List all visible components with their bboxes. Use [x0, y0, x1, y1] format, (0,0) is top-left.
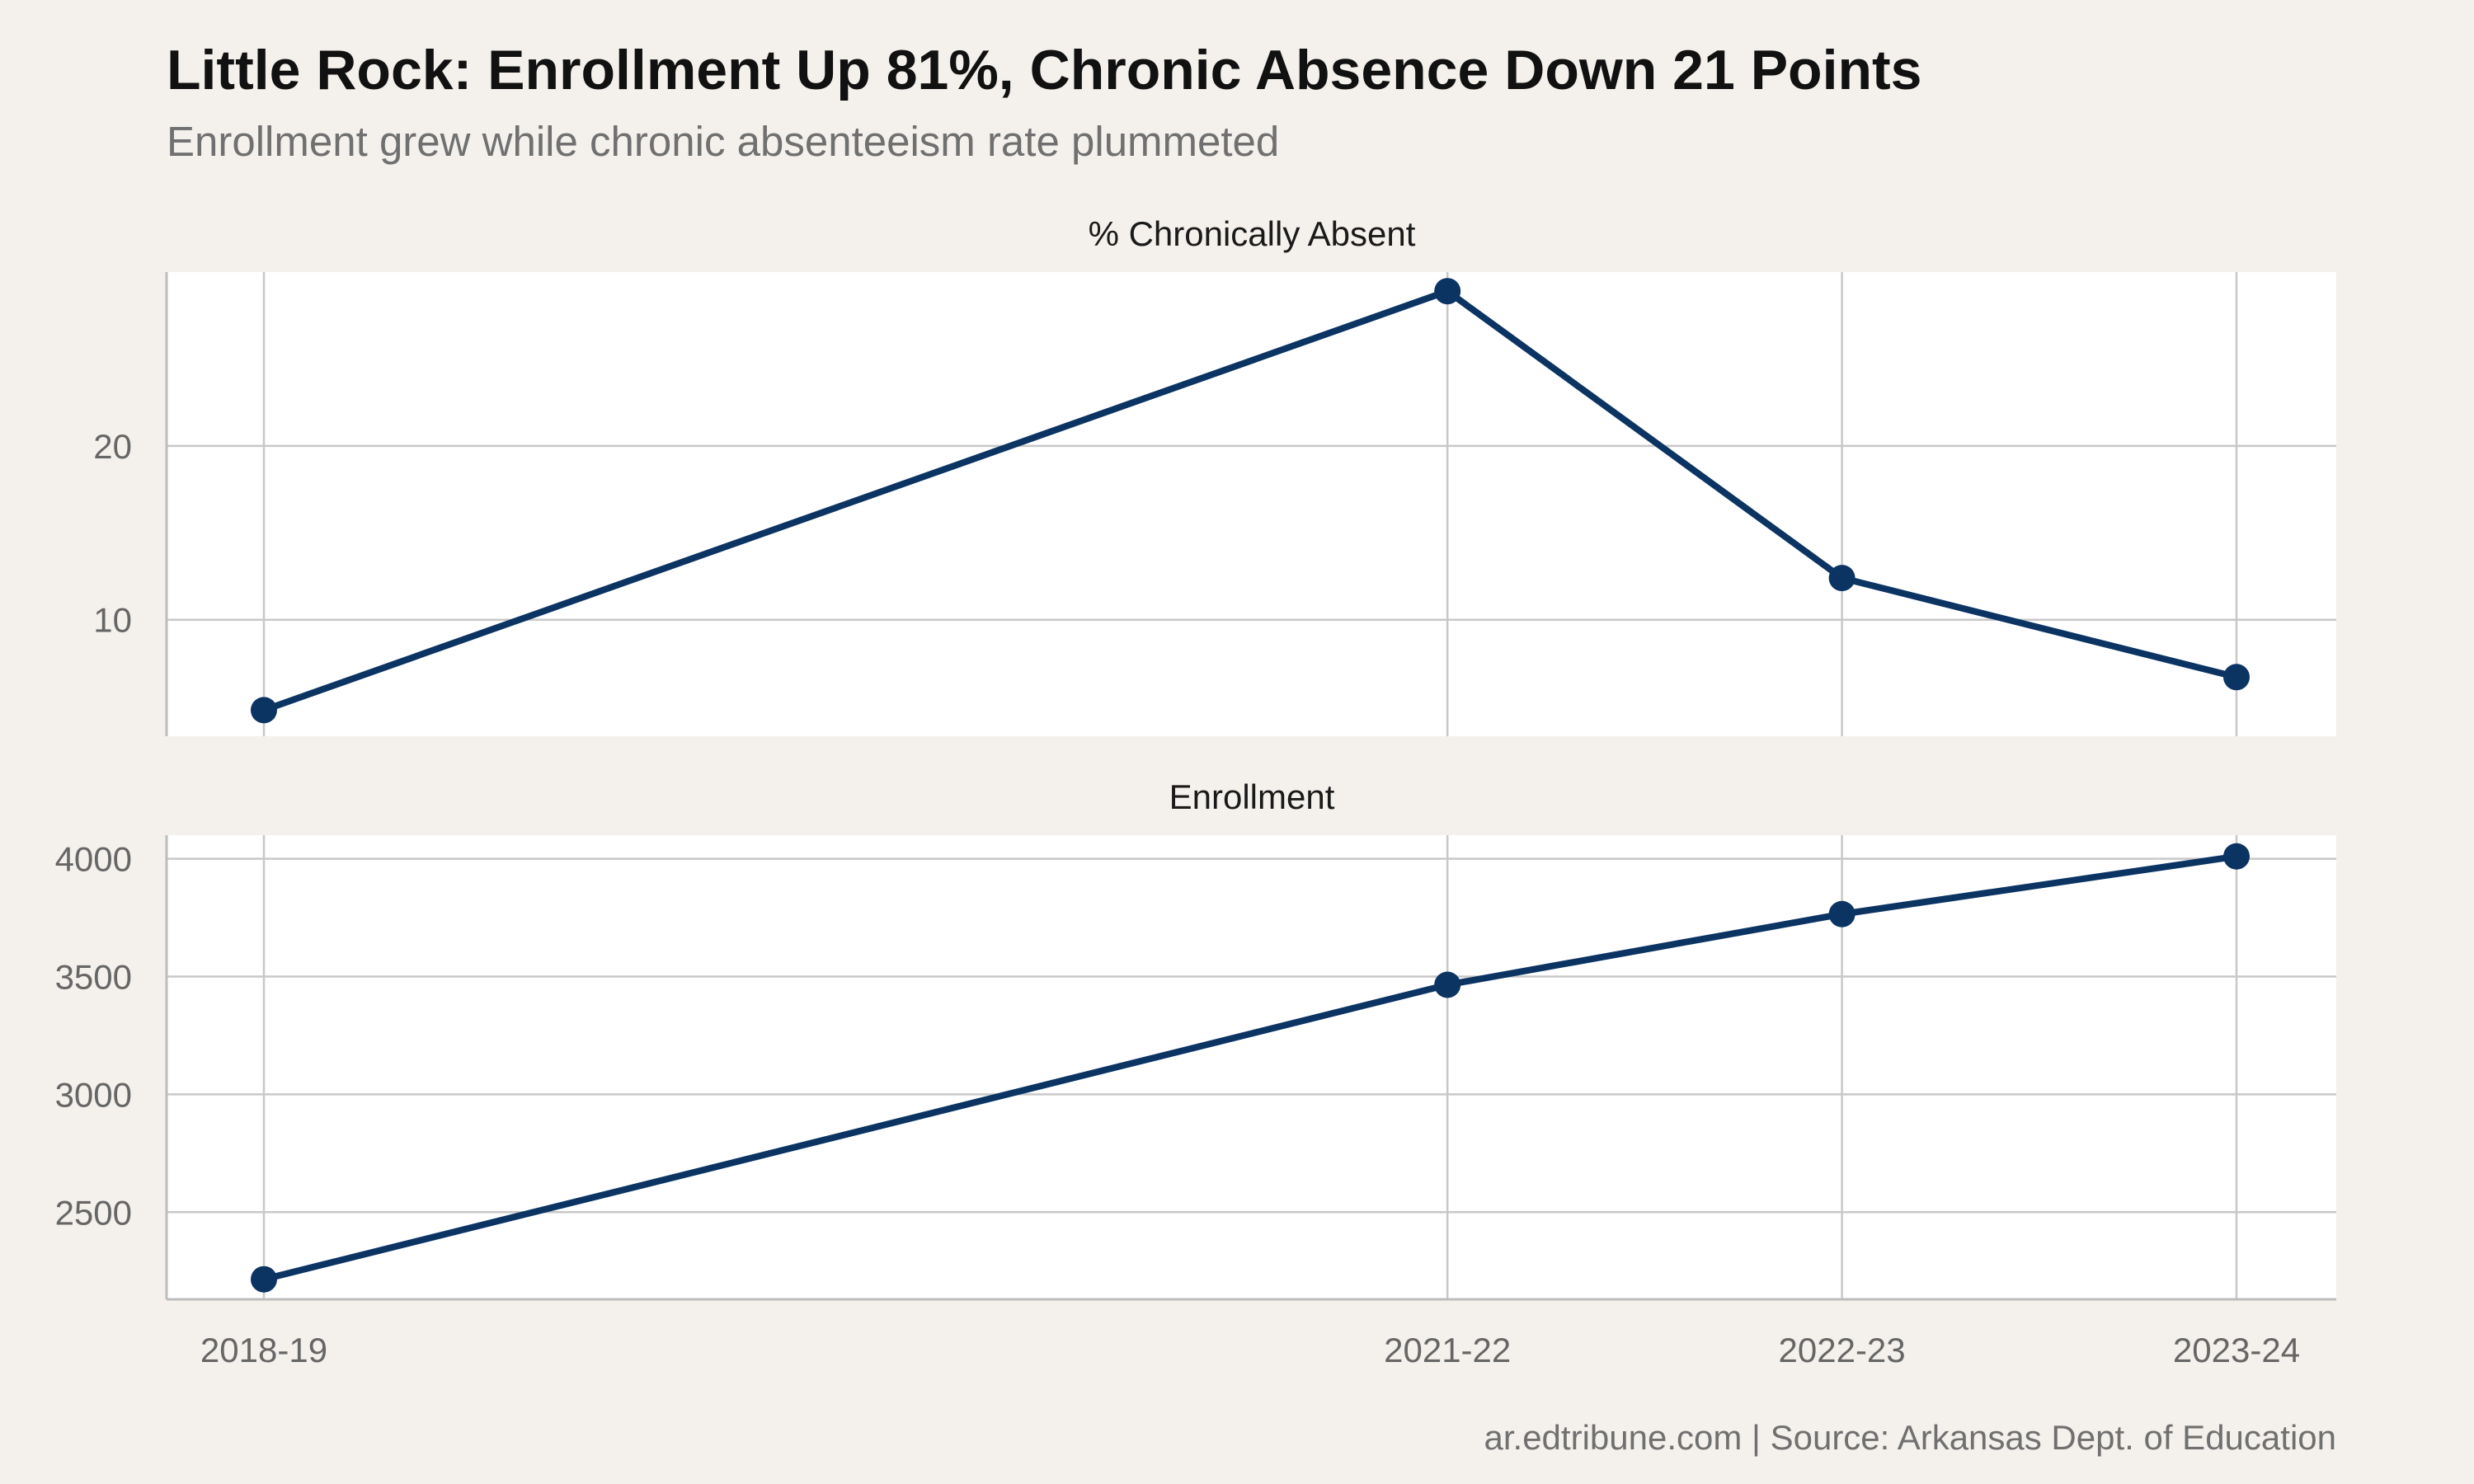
x-tick-label: 2022-23	[1779, 1331, 1906, 1369]
y-tick-label: 3000	[55, 1075, 132, 1114]
y-tick-label: 2500	[55, 1193, 132, 1232]
y-tick-label: 10	[93, 601, 132, 640]
chart-subtitle: Enrollment grew while chronic absenteeis…	[167, 118, 1279, 165]
y-tick-label: 4000	[55, 840, 132, 879]
data-point-enrollment-2023-24	[2223, 843, 2250, 870]
data-point-chronic-absence-2021-22	[1434, 278, 1461, 305]
chart-title: Little Rock: Enrollment Up 81%, Chronic …	[167, 39, 1922, 101]
x-tick-label: 2018-19	[200, 1331, 327, 1369]
panel-chronic-absence: % Chronically Absent 10 20	[93, 214, 2336, 736]
panel-enrollment: Enrollment 2500 3000 3500 4000	[55, 777, 2336, 1301]
series-line-chronic-absence	[261, 288, 2240, 714]
strip-label-enrollment: Enrollment	[1169, 777, 1335, 816]
data-point-chronic-absence-2022-23	[1828, 565, 1856, 592]
chart-caption: ar.edtribune.com | Source: Arkansas Dept…	[1484, 1418, 2337, 1457]
x-tick-label: 2023-24	[2173, 1331, 2300, 1369]
panel-background	[167, 272, 2336, 736]
x-axis-ticks: 2018-19 2021-22 2022-23 2023-24	[200, 1331, 2300, 1369]
data-point-chronic-absence-2023-24	[2223, 664, 2250, 691]
y-tick-label: 3500	[55, 957, 132, 996]
data-point-enrollment-2021-22	[1434, 971, 1461, 998]
data-point-chronic-absence-2018-19	[251, 697, 277, 724]
series-line-enrollment	[261, 852, 2240, 1283]
data-point-enrollment-2018-19	[251, 1266, 277, 1293]
y-tick-label: 20	[93, 427, 132, 466]
panel-background	[167, 835, 2336, 1299]
data-point-enrollment-2022-23	[1828, 900, 1856, 928]
strip-label-chronic-absence: % Chronically Absent	[1089, 214, 1416, 253]
x-tick-label: 2021-22	[1384, 1331, 1511, 1369]
